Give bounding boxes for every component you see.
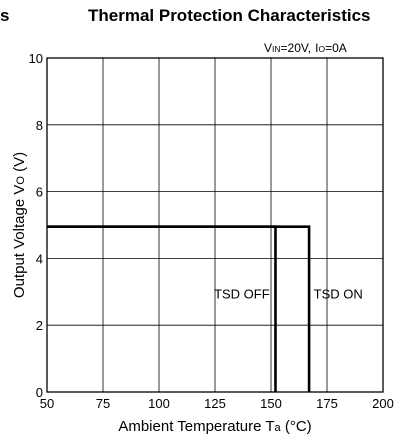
series-tsd-on — [47, 225, 311, 392]
x-tick-labels: 50 75 100 125 150 175 200 — [40, 396, 394, 411]
x-tick-label: 75 — [96, 396, 110, 411]
annotation-tsd-on: TSD ON — [314, 286, 363, 301]
x-tick-label: 150 — [260, 396, 282, 411]
annotation-tsd-off: TSD OFF — [214, 286, 270, 301]
x-tick-label: 125 — [204, 396, 226, 411]
x-tick-label: 175 — [316, 396, 338, 411]
plot-frame — [46, 57, 384, 393]
y-tick-label: 8 — [36, 118, 43, 133]
y-tick-labels: 0 2 4 6 8 10 — [29, 51, 43, 400]
cropped-title-fragment: s — [0, 6, 10, 25]
grid-lines — [47, 58, 383, 392]
y-tick-label: 10 — [29, 51, 43, 66]
y-tick-label: 6 — [36, 185, 43, 200]
annotations: TSD OFF TSD ON — [214, 286, 363, 301]
y-tick-label: 0 — [36, 385, 43, 400]
data-curves — [47, 225, 311, 392]
x-tick-label: 50 — [40, 396, 54, 411]
x-tick-label: 100 — [148, 396, 170, 411]
y-tick-label: 4 — [36, 251, 43, 266]
chart-title: Thermal Protection Characteristics — [88, 6, 371, 25]
x-axis-label: Ambient Temperature Ta (°C) — [118, 418, 311, 435]
y-tick-label: 2 — [36, 318, 43, 333]
x-tick-label: 200 — [372, 396, 394, 411]
series-tsd-off — [47, 225, 277, 392]
y-axis-label: Output Voltage VO (V) — [11, 152, 28, 298]
test-conditions: VIN=20V, IO=0A — [264, 41, 347, 55]
